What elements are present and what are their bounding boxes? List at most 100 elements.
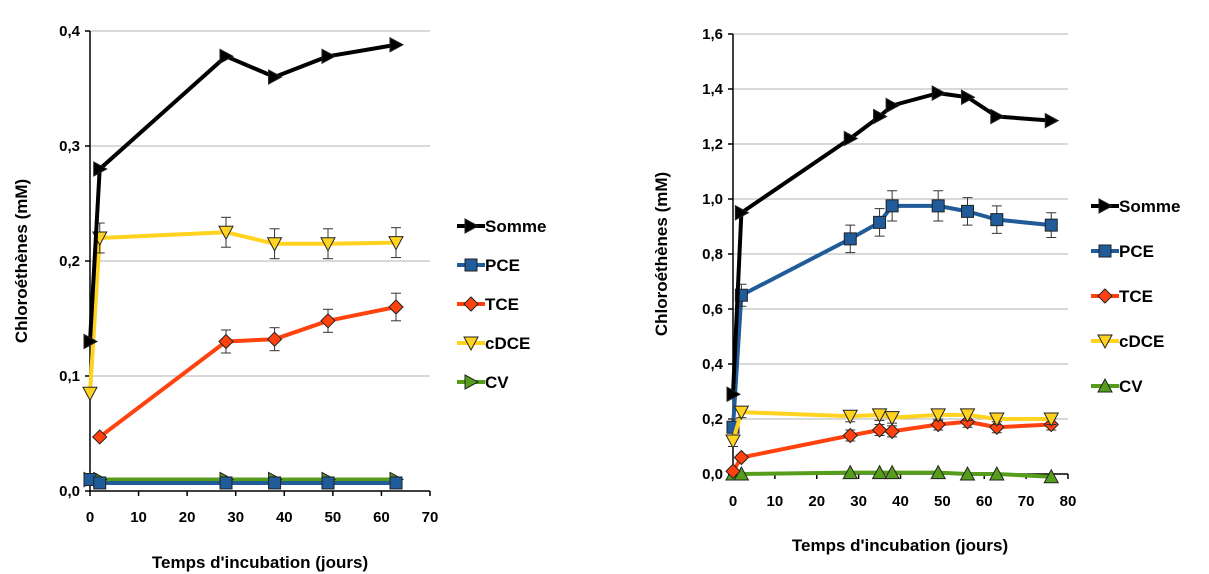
x-tick-label: 60 — [976, 493, 993, 510]
x-tick-label: 10 — [767, 493, 784, 510]
series-line — [88, 42, 397, 342]
legend-item: TCE — [457, 295, 519, 314]
data-point — [961, 204, 974, 218]
data-point — [930, 464, 947, 480]
data-point — [733, 449, 750, 466]
y-tick-label: 1,0 — [702, 191, 723, 208]
data-point — [871, 422, 888, 438]
x-tick-label: 80 — [1060, 493, 1077, 510]
series-cdce — [82, 216, 404, 402]
data-point — [842, 464, 859, 480]
data-point — [842, 427, 858, 444]
y-tick-label: 0,4 — [702, 356, 724, 373]
x-tick-label: 40 — [276, 509, 293, 526]
data-point — [990, 108, 1005, 125]
data-point — [988, 412, 1005, 428]
data-point — [320, 313, 336, 329]
y-tick-label: 0,0 — [59, 483, 80, 500]
data-point — [320, 237, 336, 252]
data-point — [842, 409, 859, 425]
x-tick-label: 70 — [1018, 493, 1035, 510]
data-point — [930, 416, 946, 433]
data-point — [321, 476, 335, 490]
data-point — [218, 225, 234, 241]
legend-label: PCE — [1119, 242, 1154, 261]
data-point — [930, 408, 947, 423]
data-point — [268, 69, 283, 85]
legend-item: TCE — [1091, 287, 1153, 306]
legend-swatch-marker — [464, 258, 478, 272]
data-point — [884, 411, 900, 426]
legend-label: cDCE — [485, 334, 530, 353]
x-tick-label: 0 — [729, 493, 737, 510]
legend-label: CV — [1119, 377, 1143, 396]
data-point — [1044, 218, 1058, 232]
legend-swatch-marker — [1098, 244, 1112, 258]
data-point — [93, 476, 107, 490]
series-tce — [725, 414, 1059, 479]
y-axis-title: Chloroéthènes (mM) — [12, 179, 31, 343]
legend-swatch-marker — [464, 374, 480, 390]
x-axis-title: Temps d'incubation (jours) — [792, 536, 1008, 555]
series-line — [731, 203, 1052, 428]
y-tick-label: 0,8 — [702, 246, 723, 263]
data-point — [218, 333, 234, 350]
data-point — [885, 199, 899, 213]
series-cv — [725, 464, 1060, 484]
data-point — [389, 476, 403, 490]
data-point — [266, 331, 283, 347]
legend-label: Somme — [1119, 197, 1180, 216]
y-tick-label: 0,0 — [702, 466, 723, 483]
data-point — [219, 48, 235, 65]
data-point — [931, 199, 945, 213]
x-axis-title: Temps d'incubation (jours) — [152, 553, 368, 572]
data-point — [733, 405, 750, 421]
legend-item: Somme — [457, 217, 546, 236]
y-tick-label: 1,2 — [702, 136, 723, 153]
y-tick-label: 0,2 — [59, 253, 80, 270]
legend-item: cDCE — [457, 334, 530, 353]
legend-item: CV — [457, 373, 509, 392]
x-tick-label: 70 — [422, 509, 439, 526]
data-point — [961, 89, 976, 106]
x-tick-label: 50 — [934, 493, 951, 510]
legend-item: PCE — [1091, 242, 1154, 261]
series-tce — [92, 292, 404, 445]
data-point — [959, 465, 976, 481]
series-somme — [83, 36, 405, 350]
legend-label: Somme — [485, 217, 546, 236]
data-point — [1043, 412, 1060, 428]
legend-label: TCE — [1119, 287, 1153, 306]
data-point — [219, 476, 233, 490]
legend-item: PCE — [457, 256, 520, 275]
data-point — [843, 232, 857, 246]
x-tick-label: 20 — [179, 509, 196, 526]
data-point — [725, 463, 741, 479]
data-point — [873, 108, 888, 125]
legend-item: Somme — [1091, 197, 1180, 216]
data-point — [988, 465, 1005, 481]
data-point — [884, 464, 900, 480]
legend-swatch-marker — [1097, 377, 1113, 393]
y-tick-label: 0,3 — [59, 138, 80, 155]
data-point — [93, 161, 108, 177]
data-point — [959, 408, 976, 423]
data-point — [725, 434, 741, 450]
data-point — [1044, 112, 1060, 129]
data-point — [726, 386, 742, 403]
legend-swatch-marker — [463, 336, 479, 352]
legend-swatch-marker — [1097, 334, 1113, 350]
data-point — [1043, 468, 1060, 484]
legend-label: cDCE — [1119, 332, 1164, 351]
legend-swatch-marker — [463, 296, 479, 312]
data-point — [321, 48, 337, 65]
data-point — [884, 423, 900, 440]
x-tick-label: 20 — [808, 493, 825, 510]
series-pce — [726, 190, 1058, 436]
data-point — [843, 130, 859, 147]
data-point — [389, 36, 405, 53]
legend-swatch-marker — [464, 218, 480, 234]
legend-swatch-marker — [1098, 198, 1114, 214]
legend-swatch-marker — [1097, 288, 1113, 304]
